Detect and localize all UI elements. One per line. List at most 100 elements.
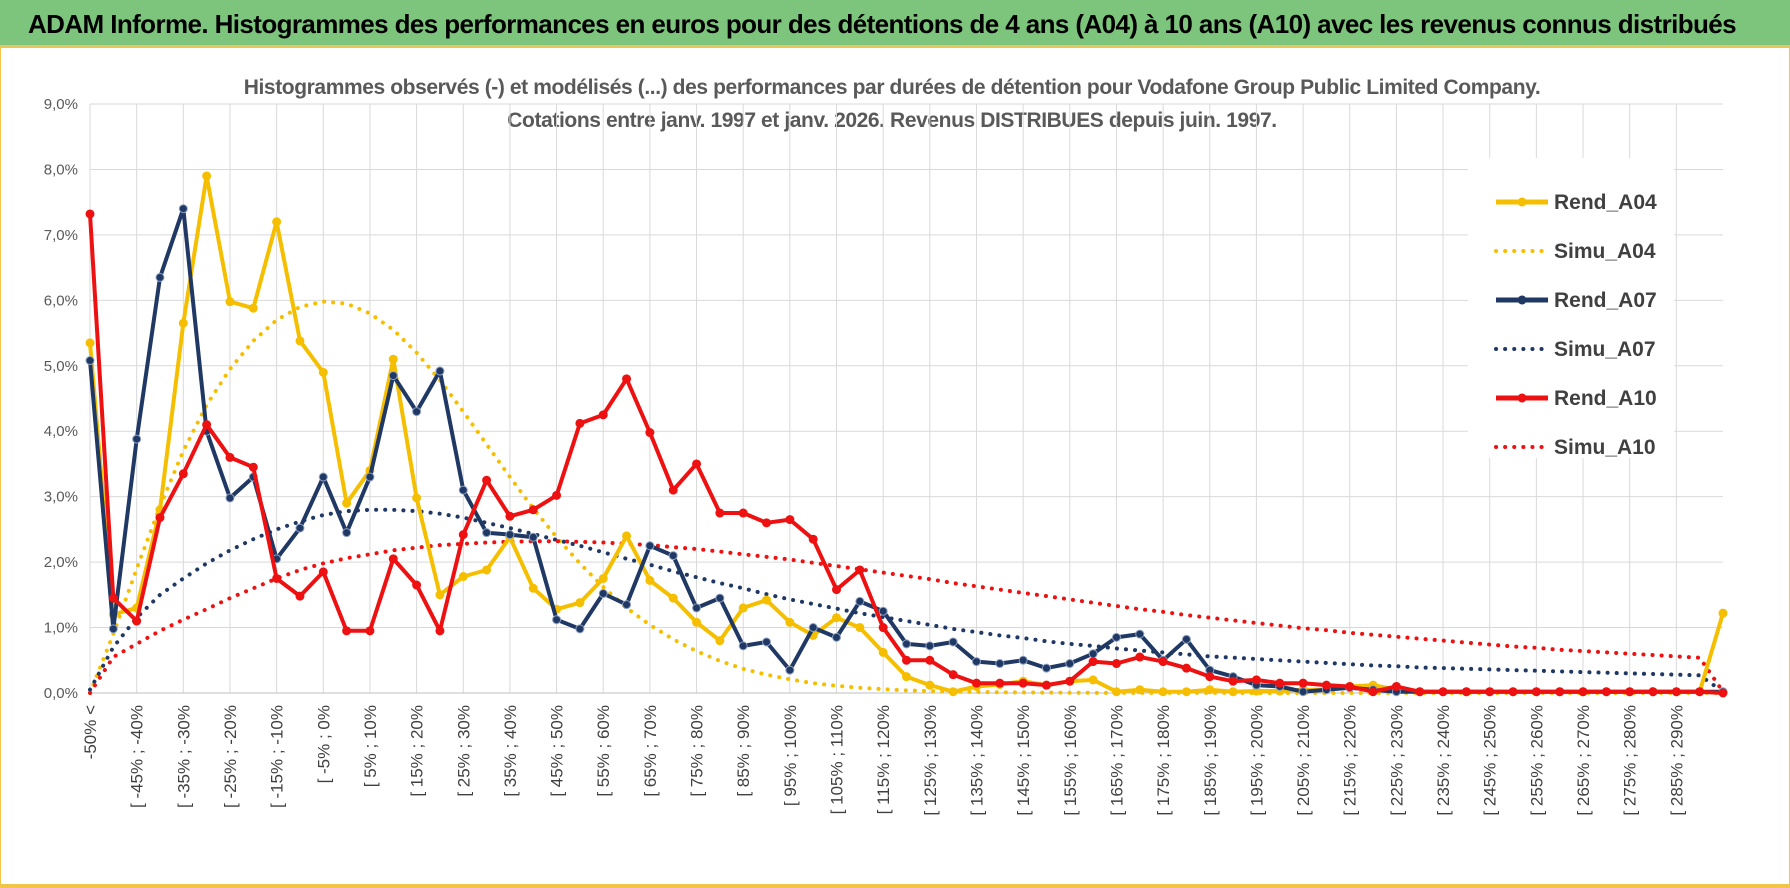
data-point [482, 528, 492, 538]
data-point [1088, 657, 1098, 667]
x-tick-label: [ 195% ; 200% [1247, 705, 1266, 816]
series-simu-a10 [88, 539, 1725, 695]
data-point [1648, 687, 1658, 697]
data-point [155, 513, 165, 523]
data-point [458, 530, 468, 540]
data-point [342, 498, 352, 508]
data-point [948, 670, 958, 680]
data-point [505, 511, 515, 521]
x-tick-label: [ 85% ; 90% [734, 705, 753, 797]
legend-item-simu-a04[interactable]: Simu_A04 [1494, 240, 1656, 263]
x-tick-label: [ -5% ; 0% [314, 705, 333, 783]
data-point [248, 303, 258, 313]
data-point [762, 595, 772, 605]
data-point [1485, 687, 1495, 697]
series-line [88, 539, 1725, 695]
y-tick-label: 3,0% [44, 489, 78, 506]
data-point [1345, 681, 1355, 691]
data-point [971, 657, 981, 667]
legend[interactable]: Rend_A04 Simu_A04 Rend_A07 Simu_A07 Rend_A10… [1468, 158, 1674, 459]
legend-item-rend-a07[interactable]: Rend_A07 [1496, 289, 1657, 312]
x-tick-label: [ 55% ; 60% [594, 705, 613, 797]
data-point [552, 615, 562, 625]
data-point [132, 616, 142, 626]
data-point [225, 452, 235, 462]
data-point [1158, 657, 1168, 667]
y-tick-label: 1,0% [44, 620, 78, 637]
data-point [132, 434, 142, 444]
data-point [1181, 687, 1191, 697]
report-title: ADAM Informe. Histogrammes des performan… [28, 9, 1737, 39]
x-axis: -50% < [ -45% ; -40% [ -35% ; -30% [ -25% ;… [81, 705, 1686, 816]
legend-item-rend-a04[interactable]: Rend_A04 [1496, 191, 1657, 214]
data-point [902, 655, 911, 665]
data-point [435, 626, 445, 636]
x-tick-label: [ 235% ; 240% [1434, 705, 1453, 816]
data-point [342, 626, 352, 636]
data-point [785, 665, 795, 675]
data-point [1415, 687, 1425, 697]
data-point [645, 575, 655, 585]
x-tick-label: [ 155% ; 160% [1061, 705, 1080, 816]
data-point [108, 624, 118, 634]
data-point [85, 209, 95, 219]
data-point [878, 623, 888, 633]
data-point [668, 485, 678, 495]
legend-item-rend-a10[interactable]: Rend_A10 [1496, 387, 1657, 410]
x-tick-label: [ 115% ; 120% [874, 705, 893, 814]
data-point [202, 171, 212, 181]
data-point [108, 593, 118, 603]
x-tick-label: [ 75% ; 80% [688, 705, 707, 797]
data-point [388, 354, 398, 364]
data-point [878, 606, 888, 616]
legend-item-simu-a10[interactable]: Simu_A10 [1494, 436, 1656, 459]
x-tick-label: [ 135% ; 140% [967, 705, 986, 816]
legend-label: Rend_A04 [1554, 191, 1657, 214]
legend-marker [1517, 295, 1527, 305]
data-point [645, 428, 655, 438]
data-point [575, 598, 585, 608]
data-point [1368, 687, 1378, 697]
data-point [482, 565, 492, 575]
data-point [458, 485, 468, 495]
data-point [925, 680, 935, 690]
data-point [832, 613, 842, 623]
histogram-chart: Histogrammes observés (-) et modélisés (… [44, 76, 1728, 816]
data-point [1251, 675, 1261, 685]
data-point [295, 591, 305, 601]
x-tick-label: [ 275% ; 280% [1621, 705, 1640, 816]
x-tick-label: [ -25% ; -20% [221, 705, 240, 808]
data-point [388, 371, 398, 381]
data-point [528, 583, 538, 593]
x-tick-label: [ 65% ; 70% [641, 705, 660, 797]
x-tick-label: [ 245% ; 250% [1481, 705, 1500, 816]
data-point [738, 641, 748, 651]
data-point [785, 617, 795, 627]
data-point [1018, 655, 1028, 665]
legend-item-simu-a07[interactable]: Simu_A07 [1494, 338, 1656, 361]
data-point [808, 534, 818, 544]
data-point [948, 637, 958, 647]
data-point [1321, 680, 1331, 690]
data-point [528, 505, 538, 515]
data-point [575, 624, 585, 634]
y-tick-label: 8,0% [44, 161, 78, 178]
data-point [832, 585, 842, 595]
data-point [925, 641, 935, 651]
data-point [575, 418, 585, 428]
data-point [1041, 663, 1051, 673]
data-point [1135, 652, 1145, 662]
x-tick-label: [ -45% ; -40% [128, 705, 147, 808]
data-point [738, 508, 748, 518]
data-point [668, 551, 678, 561]
data-point [272, 573, 282, 583]
series-rend-a10 [85, 209, 1728, 698]
data-point [295, 336, 305, 346]
x-tick-label: [ 255% ; 260% [1527, 705, 1546, 816]
y-tick-label: 9,0% [44, 96, 78, 113]
data-point [1391, 681, 1401, 691]
data-point [295, 523, 305, 533]
data-point [1135, 685, 1145, 695]
data-point [435, 590, 445, 600]
data-point [692, 459, 702, 469]
